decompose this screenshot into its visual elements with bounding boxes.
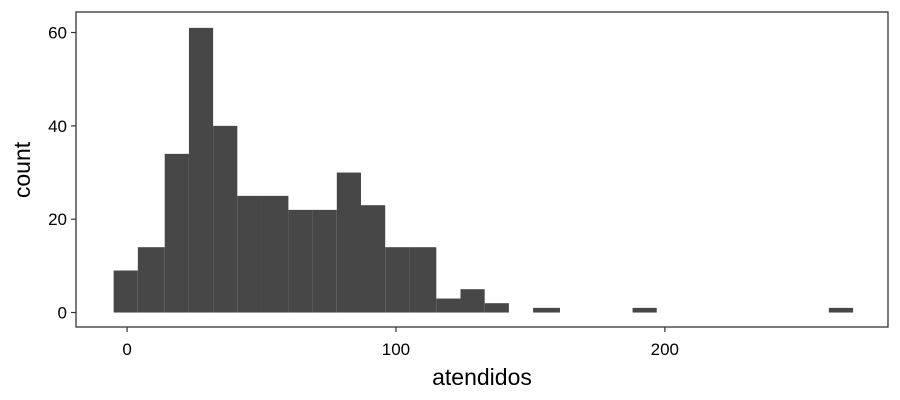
y-axis: 0 20 40 60 — [48, 24, 76, 323]
x-axis: 0 100 200 — [122, 327, 679, 359]
histogram-bar — [261, 195, 289, 313]
histogram-bar — [361, 205, 386, 313]
histogram-bar — [164, 153, 189, 313]
plot-panel-border — [75, 11, 889, 328]
histogram-bar — [632, 307, 657, 313]
histogram-bar — [409, 247, 437, 313]
histogram-bar — [237, 195, 262, 313]
y-tick-label: 20 — [48, 210, 67, 229]
histogram-bar — [436, 298, 461, 313]
histogram-bar — [137, 247, 165, 313]
histogram-bar — [288, 209, 313, 313]
histogram-bar — [213, 125, 238, 313]
histogram-bar — [385, 247, 410, 313]
y-tick-label: 40 — [48, 117, 67, 136]
x-tick-label: 100 — [382, 340, 410, 359]
x-tick-label: 0 — [122, 340, 131, 359]
histogram-bar — [312, 209, 337, 313]
histogram-bar — [188, 27, 214, 313]
x-axis-title: atendidos — [432, 364, 532, 390]
histogram-bar — [113, 270, 138, 313]
histogram-bar — [484, 303, 509, 313]
y-axis-title: count — [9, 141, 35, 198]
x-tick-label: 200 — [651, 340, 679, 359]
y-tick-label: 0 — [58, 304, 67, 323]
y-tick-label: 60 — [48, 24, 67, 43]
histogram-bars — [113, 27, 854, 313]
histogram-bar — [460, 289, 485, 313]
histogram-bar — [828, 307, 854, 313]
histogram-bar — [336, 172, 362, 313]
histogram-bar — [533, 307, 560, 313]
